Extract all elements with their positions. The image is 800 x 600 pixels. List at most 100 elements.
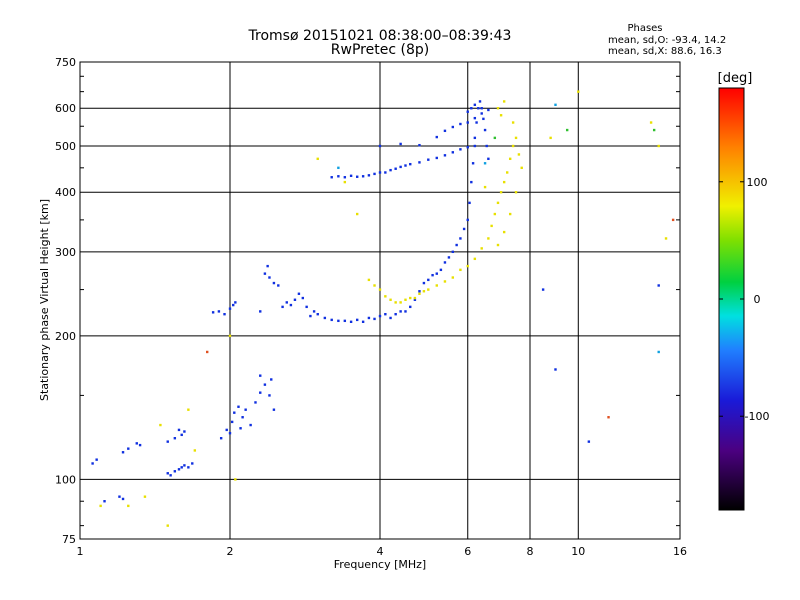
data-point <box>312 310 316 313</box>
data-point <box>475 121 478 124</box>
data-point <box>384 295 387 298</box>
data-point <box>496 243 500 247</box>
data-point <box>266 264 269 268</box>
data-point <box>404 164 407 167</box>
data-point <box>399 310 402 313</box>
data-point <box>384 171 387 174</box>
grid-lines <box>80 62 680 539</box>
data-point <box>502 100 506 103</box>
data-point <box>219 437 223 440</box>
data-point <box>435 272 438 275</box>
chart-title: Tromsø 20151021 08:38:00–08:39:43 <box>248 28 512 44</box>
y-tick-label: 400 <box>55 186 76 199</box>
x-axis-label: Frequency [MHz] <box>334 558 426 571</box>
data-point <box>343 176 347 179</box>
data-point <box>480 247 483 250</box>
x-tick-label: 1 <box>77 545 84 558</box>
data-point <box>399 142 402 146</box>
phases-heading: Phases <box>627 23 662 34</box>
data-point <box>323 316 327 320</box>
data-point <box>232 303 235 307</box>
colorbar <box>718 87 745 511</box>
data-point <box>234 478 237 481</box>
data-point <box>159 423 162 427</box>
x-tick-label: 6 <box>464 545 471 558</box>
data-point <box>418 143 421 147</box>
data-point <box>355 212 359 216</box>
data-point <box>301 296 305 300</box>
data-point <box>127 504 130 508</box>
data-point <box>268 394 271 397</box>
data-point <box>404 310 407 313</box>
data-point <box>127 447 130 450</box>
data-point <box>349 174 353 177</box>
data-point <box>487 157 490 161</box>
data-point <box>409 305 412 309</box>
phases-line-x: mean, sd,X: 88.6, 16.3 <box>608 46 722 57</box>
data-point <box>263 272 267 275</box>
data-point <box>343 180 347 184</box>
data-point <box>466 218 469 222</box>
data-point <box>404 298 407 301</box>
data-point <box>239 427 242 430</box>
data-point <box>180 466 183 469</box>
data-point <box>409 162 412 166</box>
y-tick-label: 75 <box>62 533 76 546</box>
data-point <box>466 264 469 268</box>
data-point <box>459 268 462 272</box>
data-point <box>652 128 656 132</box>
data-point <box>166 440 169 443</box>
data-point <box>427 278 430 282</box>
data-point <box>378 171 382 174</box>
data-point <box>373 172 376 176</box>
data-point <box>451 250 455 254</box>
x-tick-label: 10 <box>571 545 585 558</box>
data-point <box>217 310 221 313</box>
data-point <box>473 136 477 140</box>
data-point <box>305 305 308 309</box>
data-point <box>483 185 487 189</box>
data-point <box>316 312 319 316</box>
data-point <box>470 180 473 184</box>
data-point <box>502 180 506 184</box>
data-point <box>91 462 94 465</box>
data-point <box>435 156 438 160</box>
data-point <box>490 224 493 228</box>
data-point <box>173 437 177 440</box>
data-point <box>373 317 376 321</box>
data-point <box>173 470 177 473</box>
data-point <box>259 310 262 313</box>
data-point <box>508 212 512 216</box>
data-point <box>466 110 469 113</box>
data-point <box>361 320 365 323</box>
data-point <box>607 416 610 419</box>
data-point <box>657 350 660 354</box>
colorbar-tick-label: -100 <box>745 410 770 423</box>
colorbar-tick-label: 0 <box>754 293 761 306</box>
data-point <box>664 237 668 240</box>
data-point <box>183 430 186 433</box>
data-point <box>478 100 482 103</box>
data-point <box>103 500 106 503</box>
data-point <box>443 261 447 264</box>
data-point <box>577 90 580 93</box>
data-point <box>451 125 455 129</box>
data-point <box>183 464 186 467</box>
data-point <box>443 154 447 157</box>
data-point <box>487 108 490 112</box>
data-point <box>281 305 284 309</box>
data-point <box>413 298 417 301</box>
data-point <box>309 314 312 318</box>
data-point <box>169 474 172 477</box>
data-point <box>418 292 421 295</box>
data-point <box>205 350 209 354</box>
data-point <box>316 157 319 161</box>
data-point <box>228 431 232 435</box>
data-point <box>477 107 480 110</box>
data-point <box>496 201 500 205</box>
data-point <box>223 312 226 316</box>
data-point <box>493 212 497 216</box>
data-point <box>272 281 276 285</box>
data-point <box>289 303 293 307</box>
